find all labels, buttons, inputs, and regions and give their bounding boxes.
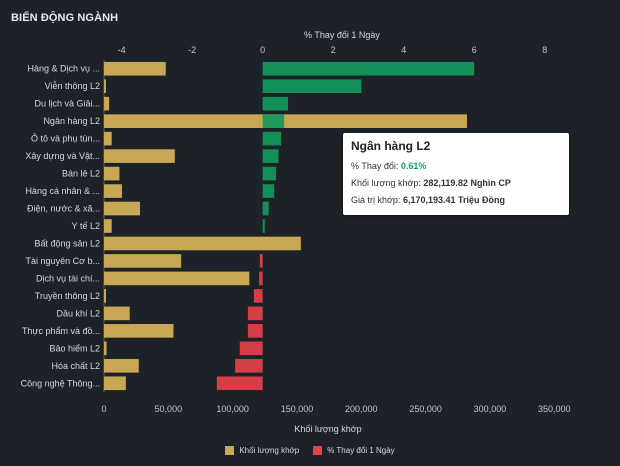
- category-label: Hàng cá nhân & ...: [25, 186, 100, 196]
- volume-bar: [104, 254, 182, 268]
- top-axis-tick: -2: [188, 45, 196, 55]
- change-bar: [259, 254, 263, 268]
- change-bar: [262, 79, 362, 94]
- category-label: Công nghệ Thông...: [21, 378, 100, 388]
- legend-label-volume: Khối lượng khớp: [239, 446, 300, 455]
- bottom-axis-tick: 0: [101, 404, 106, 414]
- tooltip-volume-label: Khối lượng khớp:: [351, 178, 421, 188]
- top-axis-tick: -4: [118, 45, 126, 55]
- change-bar: [262, 61, 475, 76]
- top-axis-tick: 4: [401, 45, 406, 55]
- legend-item-volume[interactable]: Khối lượng khớp: [225, 446, 299, 455]
- category-label: Hàng & Dịch vụ ...: [27, 64, 100, 74]
- tooltip-row-volume: Khối lượng khớp: 282,119.82 Nghìn CP: [351, 175, 561, 192]
- change-bar: [253, 289, 263, 303]
- legend: Khối lượng khớp % Thay đổi 1 Ngày: [0, 446, 620, 455]
- category-label: Truyền thông L2: [35, 291, 100, 301]
- bottom-axis-tick: 100,000: [216, 404, 249, 414]
- change-bar: [262, 114, 285, 128]
- bottom-axis-tick: 350,000: [538, 404, 571, 414]
- volume-bar: [104, 96, 110, 111]
- legend-swatch-change: [313, 446, 323, 455]
- volume-bar: [104, 306, 130, 321]
- volume-bar: [104, 358, 139, 373]
- volume-bar: [104, 131, 112, 146]
- volume-bar: [104, 114, 467, 128]
- volume-bar: [104, 236, 301, 251]
- category-label: Bất động sản L2: [34, 238, 100, 248]
- bottom-axis-tick: 200,000: [345, 404, 378, 414]
- change-bar: [259, 271, 263, 286]
- change-bar: [262, 149, 279, 163]
- change-bar: [235, 358, 263, 373]
- legend-item-change[interactable]: % Thay đổi 1 Ngày: [313, 446, 395, 455]
- bottom-axis-tick: 250,000: [409, 404, 442, 414]
- category-label: Bán lẻ L2: [62, 169, 100, 179]
- change-bar: [216, 376, 263, 391]
- category-label: Ngân hàng L2: [43, 116, 100, 126]
- top-axis-title: % Thay đổi 1 Ngày: [304, 30, 380, 40]
- legend-swatch-volume: [225, 446, 235, 455]
- tooltip-row-change: % Thay đổi: 0.61%: [351, 158, 561, 175]
- top-axis-tick: 8: [542, 45, 547, 55]
- change-bar: [262, 219, 265, 233]
- change-bar: [262, 184, 275, 198]
- category-label: Thực phẩm và đồ...: [22, 326, 100, 336]
- volume-bar: [104, 289, 106, 303]
- bottom-axis-tick: 300,000: [474, 404, 507, 414]
- category-label: Dầu khí L2: [56, 308, 100, 318]
- top-axis-tick: 2: [331, 45, 336, 55]
- change-bar: [247, 306, 263, 321]
- change-bar: [262, 96, 289, 111]
- category-label: Tài nguyên Cơ b...: [26, 256, 100, 266]
- tooltip: Ngân hàng L2 % Thay đổi: 0.61% Khối lượn…: [343, 133, 569, 215]
- tooltip-value-label: Giá trị khớp:: [351, 195, 401, 205]
- tooltip-row-value: Giá trị khớp: 6,170,193.41 Triệu Đồng: [351, 192, 561, 209]
- tooltip-title: Ngân hàng L2: [351, 139, 431, 153]
- top-axis-tick: 0: [260, 45, 265, 55]
- bottom-axis-tick: 50,000: [155, 404, 183, 414]
- volume-bar: [104, 271, 250, 286]
- category-label: Hóa chất L2: [51, 361, 100, 371]
- volume-bar: [104, 341, 107, 356]
- legend-label-change: % Thay đổi 1 Ngày: [327, 446, 395, 455]
- change-bar: [239, 341, 263, 356]
- volume-bar: [104, 184, 123, 198]
- volume-bar: [104, 219, 112, 233]
- volume-bar: [104, 376, 126, 391]
- category-label: Dịch vụ tài chí...: [36, 273, 100, 283]
- tooltip-volume-value: 282,119.82 Nghìn CP: [423, 178, 511, 188]
- category-label: Du lịch và Giải...: [34, 99, 100, 109]
- volume-bar: [104, 149, 175, 163]
- category-label: Xây dựng và Vật...: [25, 151, 100, 161]
- bottom-axis-title: Khối lượng khớp: [294, 424, 361, 434]
- category-label: Viễn thông L2: [45, 81, 100, 91]
- category-label: Ô tô và phụ tùn...: [31, 134, 100, 144]
- tooltip-change-value: 0.61%: [400, 161, 427, 171]
- change-bar: [262, 166, 277, 181]
- category-label: Điện, nước & xã...: [27, 204, 100, 214]
- tooltip-value-value: 6,170,193.41 Triệu Đồng: [402, 195, 505, 205]
- chart-title: BIẾN ĐỘNG NGÀNH: [11, 12, 119, 24]
- tooltip-change-label: % Thay đổi:: [351, 161, 399, 171]
- category-label: Y tế L2: [72, 221, 100, 231]
- bottom-axis-tick: 150,000: [281, 404, 314, 414]
- volume-bar: [104, 201, 141, 216]
- change-bar: [262, 201, 269, 216]
- volume-bar: [104, 79, 106, 94]
- change-bar: [247, 324, 263, 338]
- top-axis-tick: 6: [472, 45, 477, 55]
- volume-bar: [104, 166, 120, 181]
- change-bar: [262, 131, 282, 146]
- category-label: Bảo hiểm L2: [49, 343, 100, 353]
- volume-bar: [104, 324, 174, 338]
- volume-bar: [104, 61, 166, 76]
